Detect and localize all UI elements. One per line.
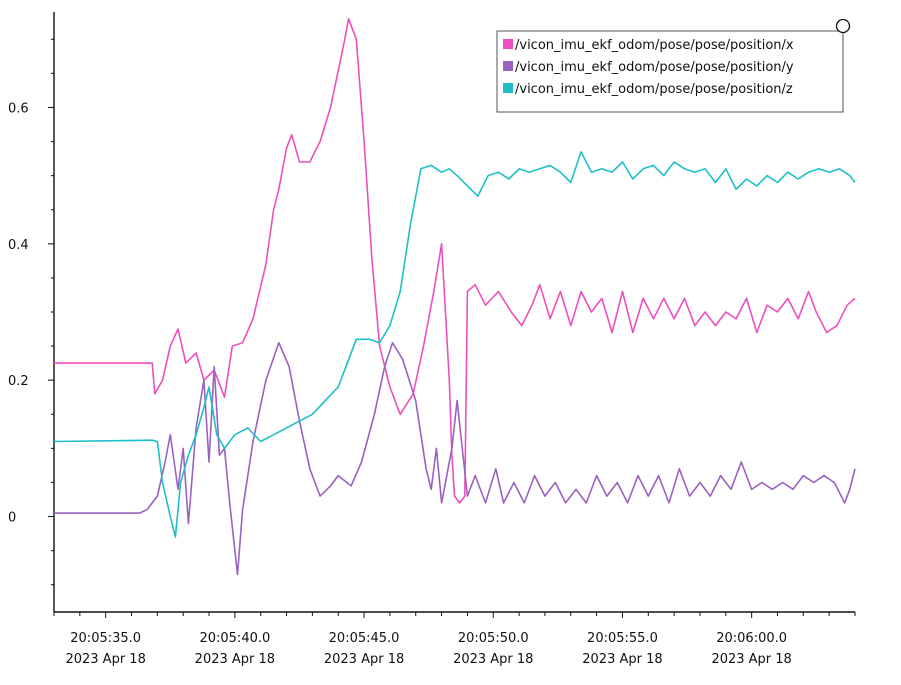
y-tick-label: 0.6 xyxy=(8,101,29,116)
x-axis-ticks: 20:05:35.0 2023 Apr 18 20:05:40.0 2023 Apr … xyxy=(53,612,856,667)
x-tick-date-label: 2023 Apr 18 xyxy=(195,652,275,667)
legend-box xyxy=(496,30,844,113)
series-line-x xyxy=(54,18,856,504)
plot-series xyxy=(53,18,856,576)
y-axis-ticks: 0 0.2 0.4 0.6 xyxy=(8,38,54,586)
legend-swatch xyxy=(503,61,513,71)
x-tick-time-label: 20:05:50.0 xyxy=(458,631,529,646)
legend-entry-label[interactable]: /vicon_imu_ekf_odom/pose/pose/position/x xyxy=(515,38,794,53)
legend[interactable]: /vicon_imu_ekf_odom/pose/pose/position/x… xyxy=(496,30,844,113)
legend-entry-label[interactable]: /vicon_imu_ekf_odom/pose/pose/position/z xyxy=(515,82,793,97)
series-line-z xyxy=(53,151,856,538)
y-tick-label: 0 xyxy=(8,511,16,526)
x-tick-date-label: 2023 Apr 18 xyxy=(582,652,662,667)
x-tick-time-label: 20:05:40.0 xyxy=(199,631,270,646)
x-tick-date-label: 2023 Apr 18 xyxy=(711,652,791,667)
series-line-y xyxy=(54,341,856,576)
y-tick-label: 0.2 xyxy=(8,374,29,389)
legend-entry-label[interactable]: /vicon_imu_ekf_odom/pose/pose/position/y xyxy=(515,60,794,75)
x-tick-time-label: 20:05:35.0 xyxy=(70,631,141,646)
x-tick-date-label: 2023 Apr 18 xyxy=(65,652,145,667)
plot-handle-icon[interactable] xyxy=(835,18,851,34)
legend-swatch xyxy=(503,83,513,93)
x-tick-date-label: 2023 Apr 18 xyxy=(324,652,404,667)
x-tick-date-label: 2023 Apr 18 xyxy=(453,652,533,667)
y-tick-label: 0.4 xyxy=(8,238,29,253)
x-tick-time-label: 20:05:45.0 xyxy=(329,631,400,646)
legend-swatch xyxy=(503,39,513,49)
x-tick-time-label: 20:05:55.0 xyxy=(587,631,658,646)
x-tick-time-label: 20:06:00.0 xyxy=(716,631,787,646)
